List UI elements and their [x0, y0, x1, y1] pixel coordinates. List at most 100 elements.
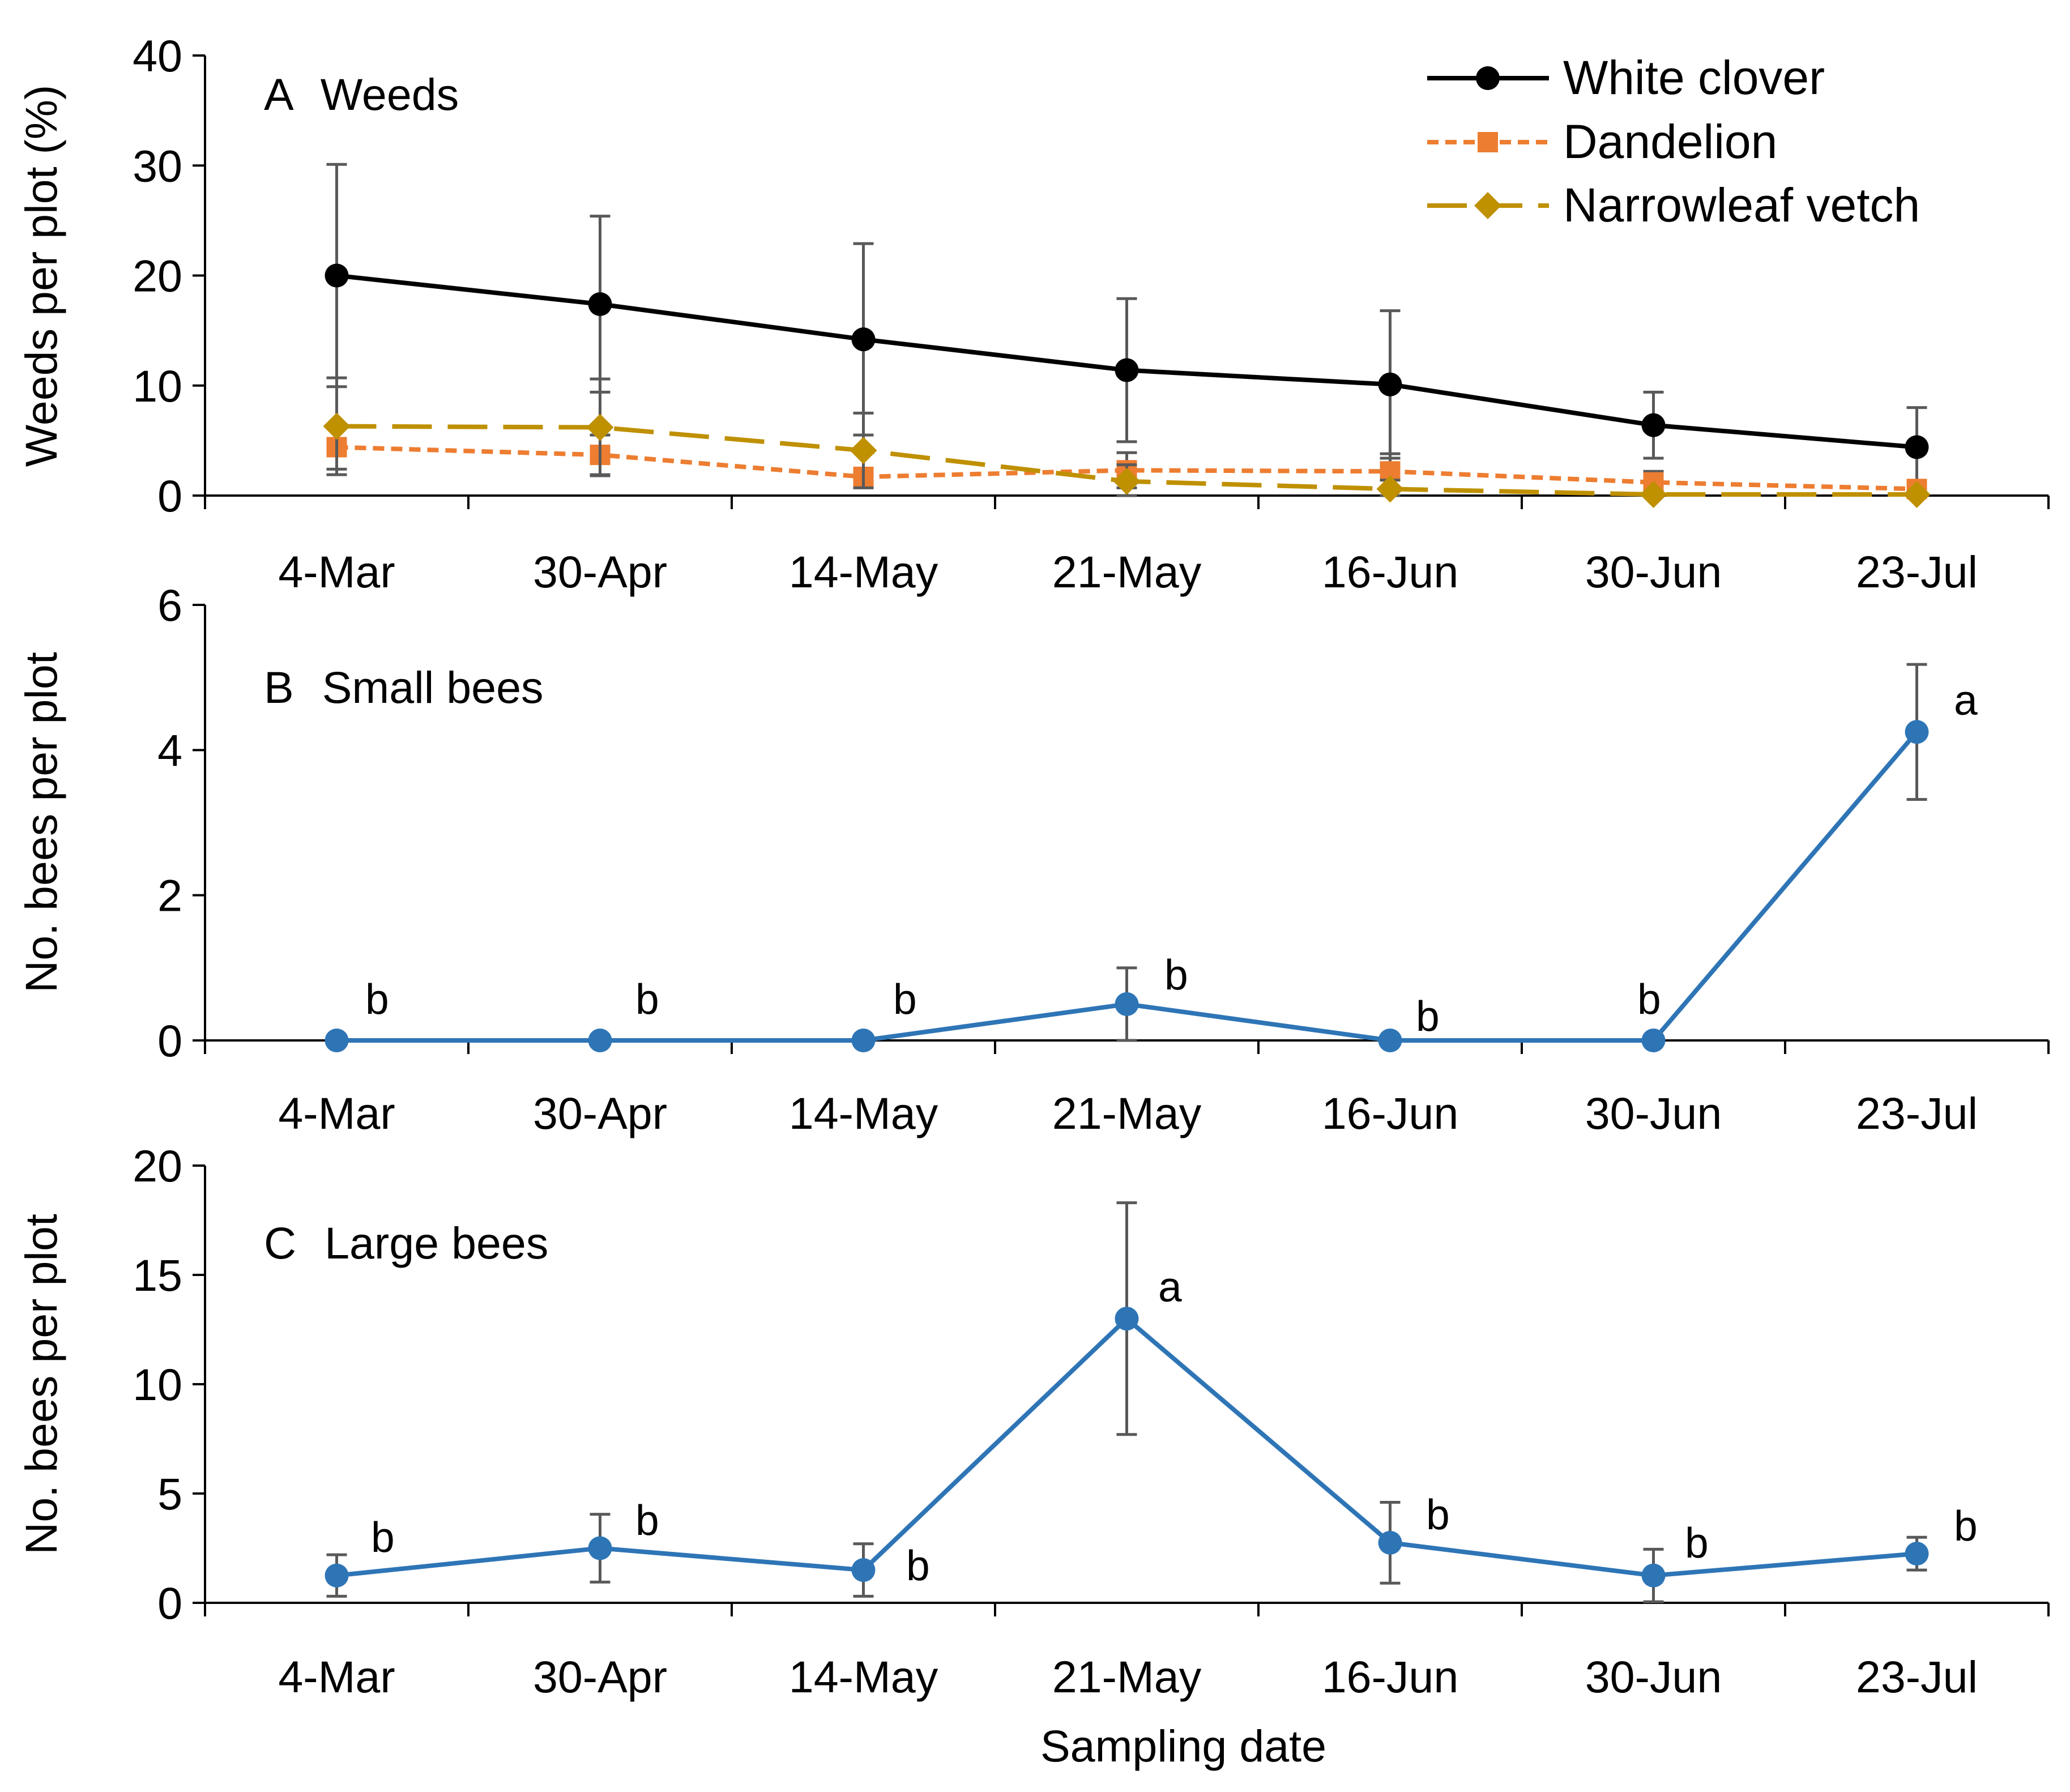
panel-title: B Small bees — [264, 662, 544, 712]
data-point — [588, 1029, 612, 1052]
x-axis-title: Sampling date — [1040, 1721, 1326, 1771]
data-point — [1115, 992, 1139, 1016]
y-tick-label: 10 — [133, 1359, 182, 1410]
data-point — [1378, 372, 1402, 396]
data-point — [325, 1029, 349, 1052]
y-tick-label: 5 — [157, 1469, 182, 1519]
data-point — [850, 437, 877, 464]
series-large-bees: b b b a b b b — [325, 1201, 1978, 1603]
data-point — [1113, 467, 1141, 495]
data-point — [588, 292, 612, 317]
x-tick-label: 30-Jun — [1585, 1652, 1722, 1702]
panel-letter: A — [264, 69, 294, 120]
data-point — [1641, 1563, 1666, 1588]
x-tick-label: 30-Jun — [1585, 1088, 1722, 1138]
data-point — [1115, 1307, 1139, 1331]
data-point — [323, 412, 351, 440]
legend-marker — [1478, 132, 1498, 152]
y-axis-title: No. bees per plot — [16, 652, 66, 993]
data-point — [586, 413, 614, 441]
y-tick-label: 10 — [133, 361, 182, 411]
significance-letter: b — [1426, 1491, 1450, 1538]
x-tick-label: 23-Jul — [1856, 1652, 1978, 1702]
significance-letter: b — [906, 1542, 930, 1589]
x-tick-label: 16-Jun — [1322, 1652, 1459, 1702]
significance-letter: b — [1685, 1519, 1709, 1567]
panel-c: 0 5 10 15 20 4-Mar 30-Apr 14-May 21-May 16-Jun 30-… — [16, 1141, 2050, 1771]
y-tick-label: 4 — [157, 725, 182, 775]
legend-label: Dandelion — [1563, 115, 1777, 168]
data-point — [851, 1558, 876, 1582]
y-tick-label: 0 — [157, 471, 182, 521]
x-tick-label: 30-Apr — [533, 1088, 667, 1138]
panel-letter: C — [264, 1218, 296, 1268]
x-tick-label: 14-May — [789, 547, 938, 597]
y-tick-label: 0 — [157, 1016, 182, 1066]
x-tick-label: 30-Jun — [1585, 547, 1722, 597]
y-tick-label: 0 — [157, 1578, 182, 1628]
data-point — [1641, 1029, 1666, 1052]
panel-title: A Weeds — [264, 69, 459, 120]
x-tick-label: 23-Jul — [1856, 1088, 1978, 1138]
data-point — [1115, 358, 1139, 382]
panel-title: C Large bees — [264, 1218, 548, 1268]
data-point — [1905, 720, 1929, 744]
y-tick-label: 20 — [133, 251, 182, 301]
significance-letter: b — [635, 975, 659, 1023]
y-tick-label: 6 — [157, 580, 182, 630]
y-axis-title: No. bees per plot — [16, 1214, 66, 1555]
data-point — [1378, 1530, 1402, 1555]
y-tick-label: 20 — [133, 1141, 182, 1191]
significance-letter: b — [1164, 951, 1188, 999]
significance-letter: a — [1954, 676, 1978, 724]
legend-marker — [1474, 192, 1501, 219]
panel-name: Large bees — [325, 1218, 548, 1268]
x-tick-label: 21-May — [1052, 1088, 1202, 1138]
data-point — [1903, 481, 1931, 509]
data-point — [1641, 413, 1666, 437]
significance-letter: b — [635, 1496, 659, 1544]
x-tick-label: 21-May — [1052, 547, 1202, 597]
significance-letter: b — [371, 1513, 395, 1561]
data-point — [851, 1029, 876, 1052]
data-point — [1905, 1542, 1929, 1566]
x-tick-label: 21-May — [1052, 1652, 1202, 1702]
panel-b: 0 2 4 6 4-Mar 30-Apr 14-May 21-May 16-Jun 30-Jun 2… — [16, 580, 2050, 1138]
x-tick-label: 4-Mar — [278, 1088, 395, 1138]
significance-letter: b — [1637, 975, 1661, 1023]
legend-label: White clover — [1563, 51, 1825, 104]
data-point — [1640, 481, 1667, 509]
y-tick-label: 30 — [133, 140, 182, 191]
significance-letter: b — [1954, 1502, 1978, 1550]
x-tick-label: 30-Apr — [533, 1652, 667, 1702]
significance-letter: b — [893, 975, 917, 1023]
data-point — [325, 1563, 349, 1588]
y-tick-label: 40 — [133, 31, 182, 81]
series-white-clover — [325, 163, 1929, 488]
x-tick-label: 16-Jun — [1322, 1088, 1459, 1138]
x-tick-label: 4-Mar — [278, 547, 395, 597]
legend-label: Narrowleaf vetch — [1563, 178, 1920, 232]
series-small-bees: b b b b b b a — [325, 663, 1978, 1052]
x-tick-label: 23-Jul — [1856, 547, 1978, 597]
data-point — [851, 327, 876, 352]
x-tick-label: 14-May — [789, 1652, 938, 1702]
x-tick-label: 14-May — [789, 1088, 938, 1138]
x-tick-label: 30-Apr — [533, 547, 667, 597]
panel-a: 0 10 20 30 40 4-Mar 30-Apr 14-May 21-May 16-Jun 30… — [16, 31, 2050, 597]
data-point — [325, 263, 349, 288]
series-narrowleaf-vetch — [323, 376, 1931, 509]
data-point — [1905, 435, 1929, 459]
y-tick-label: 2 — [157, 871, 182, 921]
legend: White clover Dandelion Narrowleaf vetch — [1427, 51, 1920, 232]
significance-letter: b — [365, 975, 389, 1023]
y-axis-title: Weeds per plot (%) — [16, 85, 66, 467]
significance-letter: a — [1158, 1263, 1182, 1311]
panel-name: Weeds — [321, 69, 459, 120]
legend-marker — [1476, 66, 1500, 90]
significance-letter: b — [1416, 992, 1440, 1040]
x-tick-label: 4-Mar — [278, 1652, 395, 1702]
y-tick-label: 15 — [133, 1250, 182, 1300]
data-point — [1378, 1029, 1402, 1052]
